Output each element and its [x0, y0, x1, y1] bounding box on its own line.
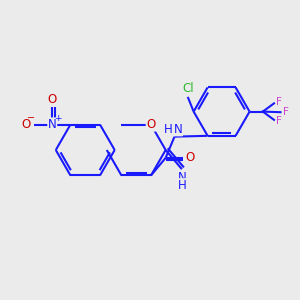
Text: N: N [174, 123, 182, 136]
Text: N: N [178, 171, 186, 184]
Text: N: N [48, 118, 57, 131]
Text: Cl: Cl [182, 82, 194, 95]
Text: F: F [276, 97, 282, 107]
Text: F: F [276, 116, 282, 126]
Text: +: + [54, 113, 62, 122]
Text: O: O [48, 93, 57, 106]
Text: −: − [27, 113, 35, 123]
Text: H: H [164, 123, 172, 136]
Text: H: H [178, 179, 186, 192]
Text: O: O [146, 118, 156, 131]
Text: O: O [21, 118, 30, 131]
Text: F: F [283, 107, 289, 117]
Text: O: O [185, 151, 194, 164]
